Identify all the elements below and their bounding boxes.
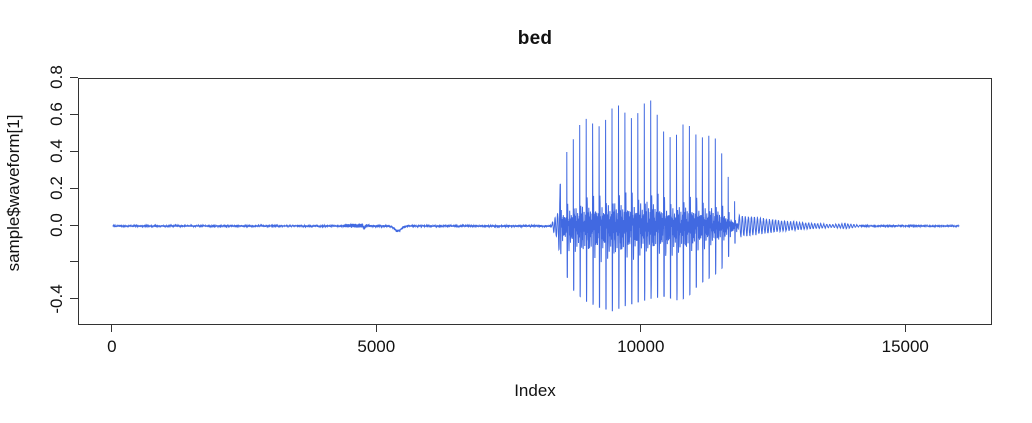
x-tick-label: 5000 bbox=[357, 337, 396, 356]
y-tick bbox=[70, 113, 78, 115]
y-tick-label: 0.8 bbox=[47, 65, 66, 90]
x-tick-label: 15000 bbox=[881, 337, 929, 356]
y-tick bbox=[70, 224, 78, 226]
plot-area bbox=[78, 78, 992, 325]
x-tick bbox=[111, 325, 113, 332]
waveform-polyline bbox=[112, 100, 960, 312]
y-tick-label: 0.2 bbox=[47, 176, 66, 200]
y-tick-label: 0.0 bbox=[47, 213, 66, 237]
y-tick-label: -0.4 bbox=[47, 284, 66, 314]
x-tick-label: 10000 bbox=[617, 337, 665, 356]
x-tick-label: 0 bbox=[107, 337, 117, 356]
y-axis-label: sample$waveform[1] bbox=[4, 114, 23, 272]
x-tick bbox=[375, 325, 377, 332]
y-tick-label: 0.6 bbox=[47, 102, 66, 127]
y-tick bbox=[70, 76, 78, 78]
x-tick bbox=[904, 325, 906, 332]
y-tick bbox=[70, 187, 78, 189]
y-tick bbox=[70, 298, 78, 300]
x-axis-label: Index bbox=[514, 381, 556, 400]
plot-title: bed bbox=[517, 28, 553, 49]
y-tick-label: 0.4 bbox=[47, 139, 66, 164]
x-tick bbox=[640, 325, 642, 332]
y-tick bbox=[70, 261, 78, 263]
y-tick bbox=[70, 150, 78, 152]
waveform-line bbox=[112, 100, 960, 312]
